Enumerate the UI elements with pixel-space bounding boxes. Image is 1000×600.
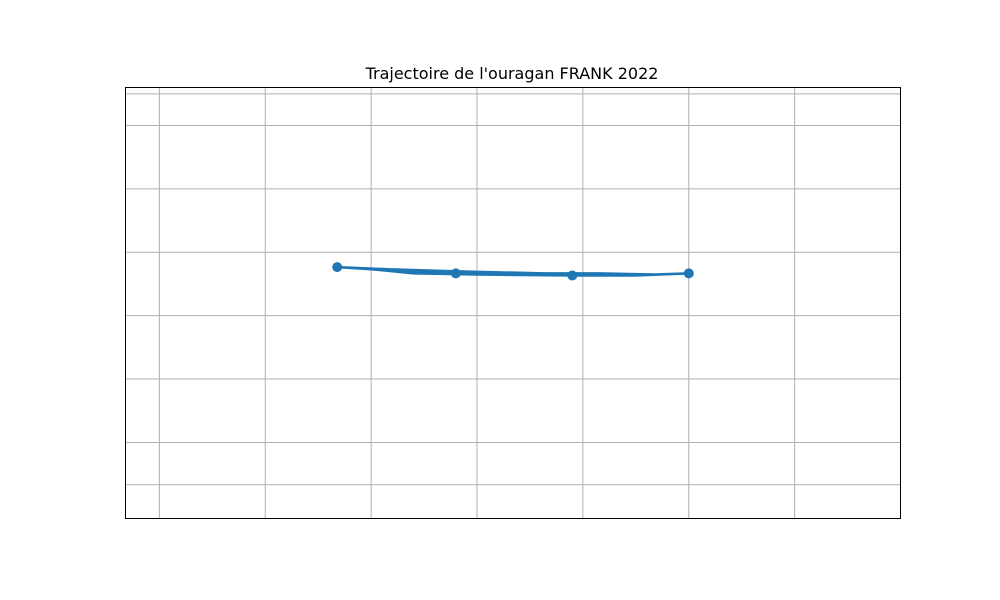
plot-frame [125, 87, 901, 519]
track-marker-3 [683, 268, 694, 279]
chart-title: Trajectoire de l'ouragan FRANK 2022 [365, 64, 659, 83]
series-layer [332, 262, 694, 281]
track-line-0 [335, 265, 691, 277]
track-marker-1 [450, 268, 461, 279]
track-marker-2 [567, 270, 578, 281]
grid [125, 87, 901, 519]
track-marker-0 [332, 262, 343, 273]
